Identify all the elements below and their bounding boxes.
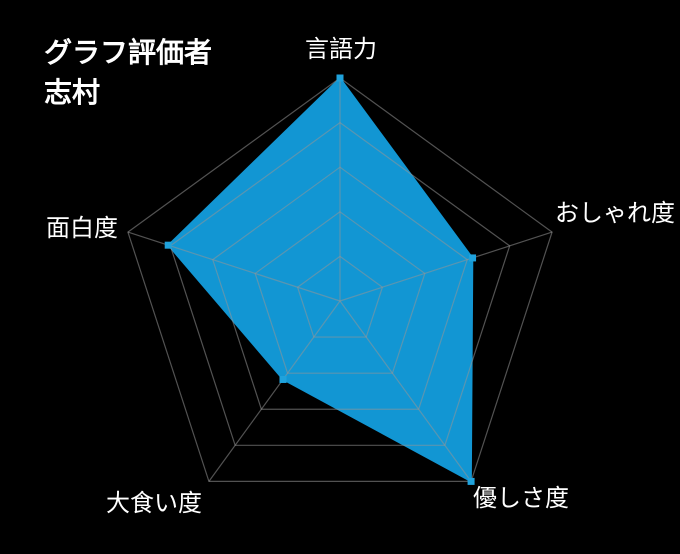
data-series-area	[167, 77, 474, 483]
data-marker	[279, 375, 287, 383]
data-marker	[467, 477, 475, 485]
axis-label-1: おしゃれ度	[555, 200, 675, 227]
grid-ring	[127, 77, 553, 483]
grid-ring	[212, 166, 468, 410]
data-marker	[336, 74, 344, 82]
grid-ring	[296, 255, 384, 338]
grid-ring	[254, 211, 426, 374]
data-marker	[469, 254, 477, 262]
axis-line	[339, 231, 553, 302]
chart-title-line2: 志村	[44, 77, 101, 108]
axis-line	[339, 300, 472, 482]
axis-label-2: 優しさ度	[473, 485, 569, 512]
data-marker	[164, 241, 172, 249]
chart-title: グラフ評価者 志村	[44, 33, 212, 113]
axis-line	[208, 300, 341, 482]
axis-label-4: 面白度	[46, 215, 118, 242]
grid-ring	[169, 121, 511, 446]
axis-line	[127, 231, 341, 302]
axis-label-0: 言語力	[305, 36, 377, 63]
axis-label-3: 大食い度	[106, 490, 202, 517]
chart-title-line1: グラフ評価者	[44, 37, 213, 68]
